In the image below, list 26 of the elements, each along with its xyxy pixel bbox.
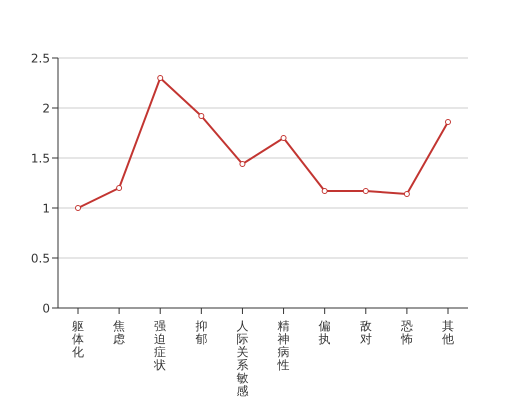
- point: [157, 75, 164, 81]
- y-tick-label: 0.5: [30, 251, 50, 266]
- x-tick-label: 恐怖: [400, 319, 413, 346]
- x-tick-label: 抑郁: [195, 319, 208, 346]
- point: [362, 188, 369, 194]
- x-tick-label: 强迫症状: [153, 319, 166, 372]
- y-tick-label: 1: [42, 201, 50, 216]
- point: [280, 135, 287, 141]
- x-tick-label: 躯体化: [72, 319, 84, 359]
- point: [445, 119, 451, 125]
- y-tick-label: 2.5: [30, 51, 50, 66]
- x-tick-label: 偏执: [318, 319, 331, 346]
- point: [116, 185, 122, 191]
- x-tick-label: 人际关系敏感: [236, 319, 248, 398]
- x-tick-label: 敌对: [360, 319, 372, 346]
- y-tick-label: 2: [42, 101, 50, 116]
- point: [322, 188, 328, 194]
- y-tick-label: 0: [42, 301, 50, 316]
- x-tick-label: 焦虑: [113, 319, 126, 346]
- x-tick-label: 其他: [442, 319, 454, 346]
- point: [75, 205, 81, 211]
- x-tick-label: 精神病性: [276, 319, 290, 372]
- point: [404, 191, 410, 197]
- point: [239, 161, 246, 167]
- point: [198, 113, 204, 119]
- y-tick-label: 1.5: [30, 151, 50, 166]
